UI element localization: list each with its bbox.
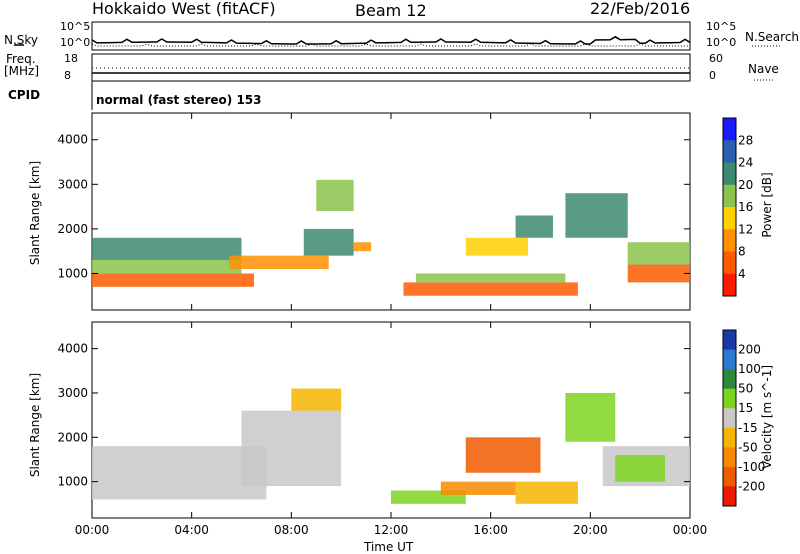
nsky-label: N.Sky [4, 33, 39, 47]
date-label: 22/Feb/2016 [590, 0, 691, 18]
freq-tick-high: 18 [64, 52, 78, 65]
power-data-patch [92, 237, 242, 261]
power-data-patch [415, 273, 566, 283]
x-tick-label: 20:00 [573, 523, 608, 537]
y-tick-label: 4000 [57, 133, 88, 147]
nsearch-trace [91, 43, 690, 47]
velocity-colorbar-tick: 50 [738, 382, 753, 396]
x-tick-label: 00:00 [75, 523, 110, 537]
power-colorbar-tick: 4 [738, 267, 746, 281]
nsky-tick-high: 10^5 [60, 20, 91, 33]
power-colorbar-segment [723, 207, 736, 230]
velocity-colorbar-tick: -50 [738, 440, 758, 454]
velocity-data-patch [92, 446, 267, 500]
y-tick-label: 4000 [57, 342, 88, 356]
power-data-patch [465, 237, 529, 256]
y-tick-label: 2000 [57, 222, 88, 236]
nave-label: Nave [748, 62, 779, 76]
nave-tick-high: 60 [709, 52, 723, 65]
power-colorbar-segment [723, 273, 736, 297]
power-data-patch [565, 193, 628, 238]
velocity-colorbar-segment [723, 466, 736, 487]
velocity-colorbar-segment [723, 388, 736, 409]
y-tick-label: 1000 [57, 266, 88, 280]
power-y-axis-label: Slant Range [km] [28, 160, 42, 266]
power-colorbar-tick: 28 [738, 133, 753, 147]
velocity-data-patch [615, 455, 666, 482]
x-tick-label: 00:00 [673, 523, 708, 537]
velocity-colorbar-tick: 100 [738, 362, 761, 376]
freq-unit: [MHz] [4, 64, 40, 78]
x-tick-label: 08:00 [274, 523, 309, 537]
velocity-colorbar-segment [723, 427, 736, 448]
power-colorbar-segment [723, 229, 736, 252]
beam-label: Beam 12 [355, 1, 427, 20]
power-colorbar-tick: 8 [738, 245, 746, 259]
cpid-value: normal (fast stereo) 153 [96, 93, 262, 107]
velocity-colorbar-segment [723, 408, 736, 429]
velocity-colorbar-tick: -15 [738, 421, 758, 435]
nave-tick-low: 0 [709, 69, 716, 82]
power-colorbar-segment [723, 118, 736, 141]
velocity-data-patch [565, 392, 616, 442]
power-data-patch [627, 242, 690, 265]
y-tick-label: 3000 [57, 177, 88, 191]
velocity-colorbar-segment [723, 349, 736, 370]
power-data-patch [92, 273, 254, 287]
y-tick-label: 2000 [57, 430, 88, 444]
power-colorbar-segment [723, 140, 736, 163]
power-data-patch [627, 264, 690, 283]
velocity-y-axis-label: Slant Range [km] [28, 372, 42, 478]
y-tick-label: 3000 [57, 386, 88, 400]
x-axis-label: Time UT [364, 540, 414, 554]
velocity-colorbar-segment [723, 486, 736, 507]
x-tick-label: 12:00 [374, 523, 409, 537]
power-data-patch [403, 282, 578, 296]
velocity-data-patch [515, 481, 578, 504]
velocity-colorbar-tick: 15 [738, 401, 753, 415]
power-data-patch [92, 260, 242, 274]
power-colorbar-tick: 24 [738, 156, 753, 170]
freq-label: Freq. [6, 52, 36, 66]
nsky-tick-low: 10^0 [60, 36, 91, 49]
power-colorbar-frame [722, 117, 737, 297]
velocity-colorbar-tick: 200 [738, 343, 761, 357]
nsky-panel-frame [91, 21, 691, 51]
cpid-label: CPID [8, 88, 41, 102]
power-data-patch [515, 215, 553, 238]
radar-title: Hokkaido West (fitACF) [92, 0, 276, 18]
velocity-colorbar-segment [723, 330, 736, 351]
power-colorbar-segment [723, 162, 736, 186]
velocity-colorbar-segment [723, 447, 736, 468]
velocity-colorbar-segment [723, 369, 736, 390]
velocity-colorbar-tick: -100 [738, 460, 765, 474]
velocity-scale-label: Velocity [m s^-1] [760, 364, 774, 470]
y-tick-label: 1000 [57, 475, 88, 489]
power-data-patch [353, 242, 372, 252]
velocity-colorbar-tick: -200 [738, 479, 765, 493]
power-colorbar-segment [723, 251, 736, 275]
power-data-patch [229, 255, 329, 269]
freq-tick-low: 8 [64, 69, 71, 82]
power-data-patch [303, 228, 354, 256]
nsearch-tick-high: 10^5 [706, 20, 737, 33]
velocity-data-patch [440, 481, 516, 495]
velocity-data-patch [465, 437, 541, 473]
velocity-colorbar-frame [722, 329, 737, 507]
power-colorbar-tick: 12 [738, 222, 753, 236]
power-colorbar-segment [723, 184, 736, 208]
power-colorbar-tick: 16 [738, 200, 753, 214]
power-scale-label: Power [dB] [760, 172, 774, 238]
power-colorbar-tick: 20 [738, 178, 753, 192]
nsearch-tick-low: 10^0 [706, 36, 737, 49]
velocity-data-patch [291, 388, 342, 411]
nsky-trace [91, 35, 691, 45]
x-tick-label: 16:00 [473, 523, 508, 537]
nsearch-label: N.Search [745, 30, 800, 44]
power-data-patch [316, 179, 354, 212]
velocity-data-patch [241, 410, 342, 487]
x-tick-label: 04:00 [174, 523, 209, 537]
